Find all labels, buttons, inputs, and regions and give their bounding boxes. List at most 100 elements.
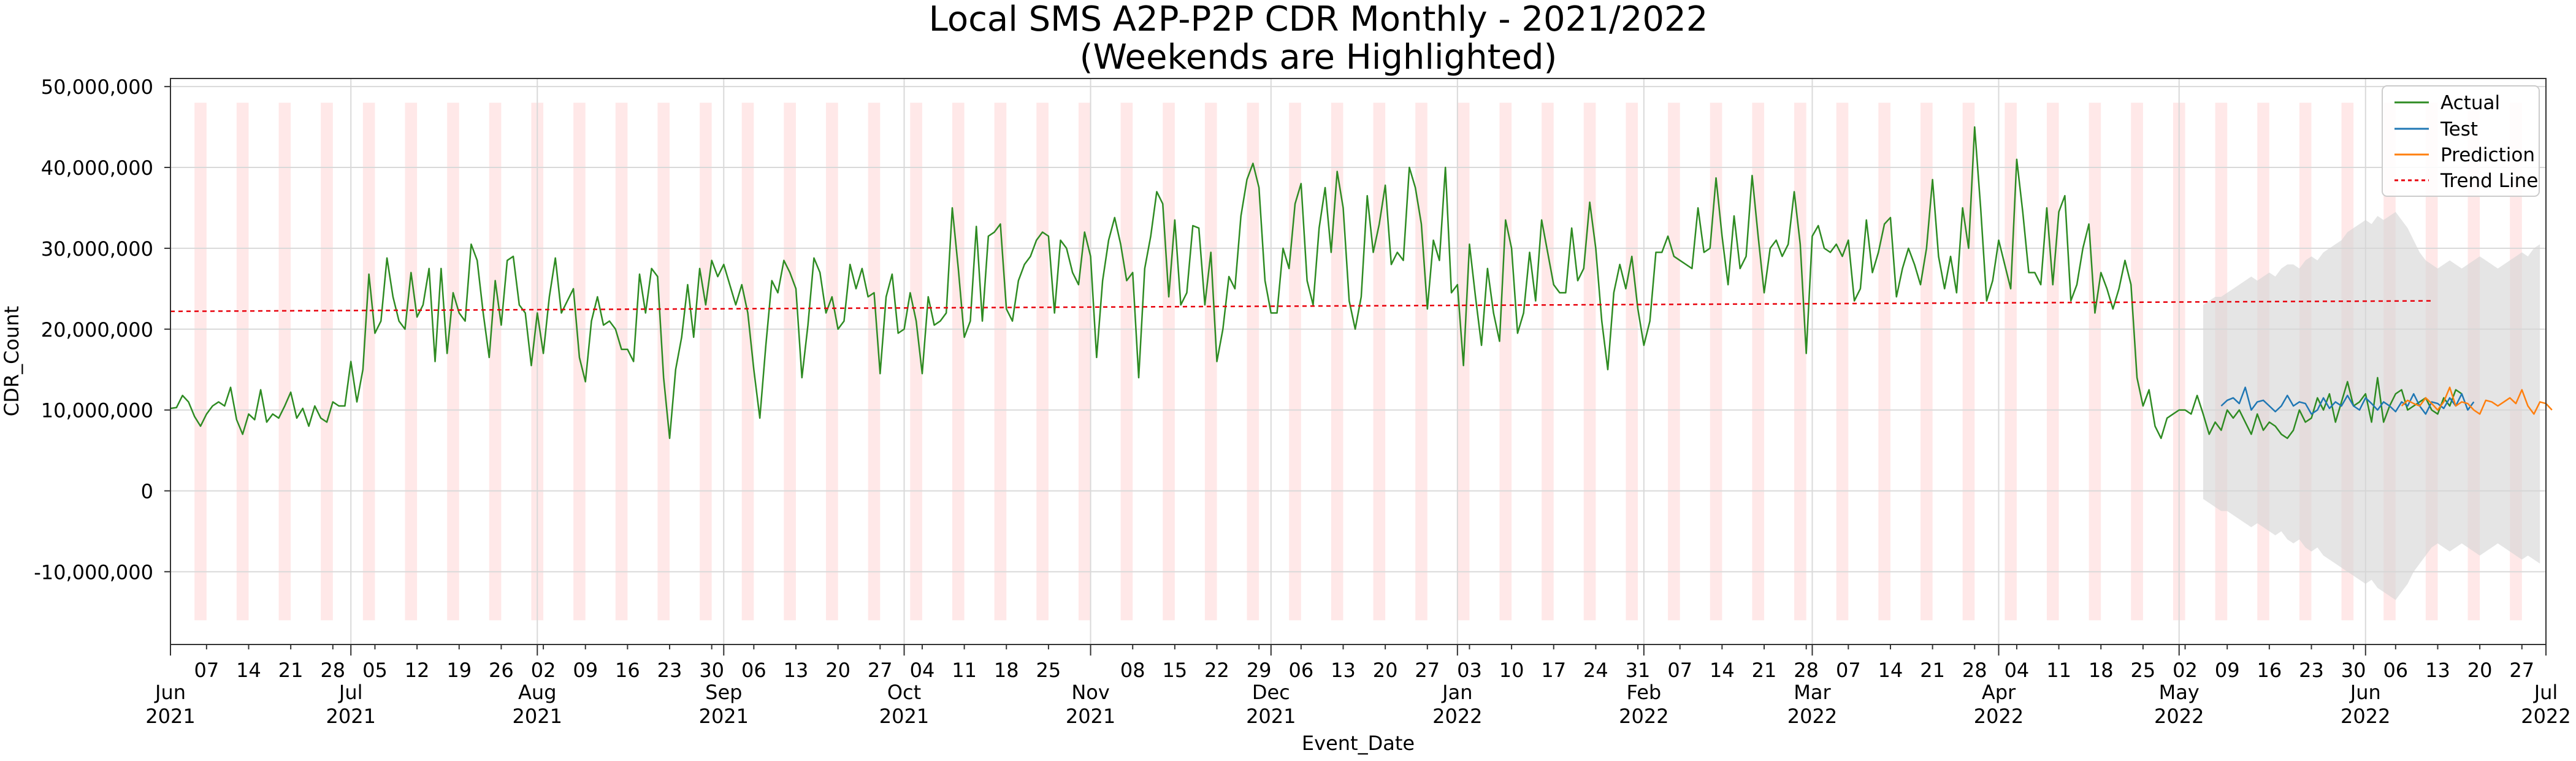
weekend-band: [1583, 102, 1596, 621]
x-day-label: 14: [236, 659, 261, 682]
legend-label-prediction: Prediction: [2440, 144, 2535, 166]
weekend-band: [741, 102, 754, 621]
x-day-label: 21: [1920, 659, 1945, 682]
x-year-label: 2022: [2521, 705, 2570, 728]
x-month-label: Oct: [887, 681, 921, 704]
weekend-band: [2131, 102, 2143, 621]
x-month-label: Mar: [1794, 681, 1831, 704]
weekend-band: [2005, 102, 2017, 621]
x-year-label: 2021: [699, 705, 749, 728]
y-tick-label: 10,000,000: [41, 399, 153, 423]
x-year-label: 2021: [513, 705, 562, 728]
x-day-label: 25: [1036, 659, 1061, 682]
x-month-label: Jan: [1441, 681, 1472, 704]
weekend-band: [405, 102, 418, 621]
x-day-label: 03: [1457, 659, 1482, 682]
x-day-label: 30: [699, 659, 724, 682]
x-month-label: Feb: [1627, 681, 1662, 704]
x-day-label: 15: [1163, 659, 1188, 682]
weekend-band: [2046, 102, 2059, 621]
x-month-label: Sep: [705, 681, 742, 704]
x-day-label: 31: [1626, 659, 1651, 682]
weekend-highlights: [194, 102, 2522, 621]
weekend-band: [362, 102, 375, 621]
weekend-band: [1962, 102, 1975, 621]
x-day-label: 13: [2425, 659, 2450, 682]
x-day-label: 29: [1247, 659, 1272, 682]
weekend-band: [826, 102, 838, 621]
x-day-label: 16: [615, 659, 640, 682]
x-axis-ticks: 07 14 21 28 05 12 19 26 02 09 16 23 30 06 13 20 27 04 11 18…: [145, 644, 2571, 728]
weekend-band: [1752, 102, 1765, 621]
x-month-label: Jul: [2533, 681, 2558, 704]
x-axis-label: Event_Date: [1302, 732, 1415, 755]
x-month-label: Jul: [338, 681, 363, 704]
weekend-band: [321, 102, 333, 621]
x-month-label: Jun: [154, 681, 186, 704]
chart-title-line1: Local SMS A2P-P2P CDR Monthly - 2021/202…: [929, 0, 1708, 39]
y-axis-label: CDR_Count: [0, 306, 23, 416]
x-day-label: 30: [2341, 659, 2366, 682]
x-day-label: 20: [2467, 659, 2493, 682]
weekend-band: [489, 102, 502, 621]
legend-box: [2382, 85, 2540, 197]
grid: [170, 78, 2547, 644]
weekend-band: [278, 102, 291, 621]
x-year-label: 2021: [326, 705, 376, 728]
weekend-band: [784, 102, 796, 621]
confidence-band-area: [2203, 212, 2540, 600]
weekend-band: [236, 102, 249, 621]
x-month-label: Nov: [1071, 681, 1109, 704]
x-day-label: 26: [489, 659, 514, 682]
x-day-label: 11: [2046, 659, 2071, 682]
x-year-label: 2022: [1787, 705, 1837, 728]
y-axis-ticks: 50,000,000 40,000,000 30,000,000 20,000,000…: [34, 75, 170, 584]
weekend-band: [1794, 102, 1806, 621]
x-day-label: 25: [2131, 659, 2156, 682]
x-year-label: 2022: [1432, 705, 1482, 728]
weekend-band: [1373, 102, 1386, 621]
x-day-label: 07: [194, 659, 219, 682]
chart-title-line2: (Weekends are Highlighted): [1080, 37, 1557, 77]
plot-frame: [170, 78, 2547, 645]
x-day-label: 07: [1836, 659, 1861, 682]
weekend-band: [447, 102, 459, 621]
x-day-label: 02: [531, 659, 556, 682]
x-day-label: 08: [1120, 659, 1145, 682]
x-day-label: 07: [1667, 659, 1692, 682]
weekend-band: [573, 102, 586, 621]
y-tick-label: 0: [141, 480, 153, 503]
series-line-trend-line: [170, 300, 2432, 312]
weekend-band: [1163, 102, 1175, 621]
weekend-band: [994, 102, 1007, 621]
x-day-label: 14: [1710, 659, 1735, 682]
x-day-label: 06: [2383, 659, 2408, 682]
weekend-band: [1836, 102, 1849, 621]
x-day-label: 28: [1962, 659, 1987, 682]
x-year-label: 2022: [1619, 705, 1668, 728]
x-day-label: 18: [994, 659, 1019, 682]
x-day-label: 06: [741, 659, 766, 682]
x-year-label: 2021: [1246, 705, 1296, 728]
x-day-label: 17: [1541, 659, 1566, 682]
weekend-band: [2089, 102, 2101, 621]
x-day-label: 09: [573, 659, 598, 682]
x-month-label: May: [2159, 681, 2200, 704]
x-day-label: 20: [1373, 659, 1398, 682]
weekend-band: [1415, 102, 1428, 621]
weekend-band: [952, 102, 965, 621]
x-day-label: 13: [1331, 659, 1356, 682]
x-day-label: 21: [278, 659, 304, 682]
x-day-label: 14: [1878, 659, 1903, 682]
series-line-actual: [170, 126, 2463, 440]
weekend-band: [1289, 102, 1301, 621]
x-month-label: Dec: [1252, 681, 1290, 704]
weekend-band: [700, 102, 712, 621]
x-day-label: 04: [2005, 659, 2030, 682]
x-year-label: 2022: [1974, 705, 2024, 728]
x-day-label: 16: [2257, 659, 2282, 682]
weekend-band: [1078, 102, 1091, 621]
x-day-label: 06: [1288, 659, 1313, 682]
x-month-label: Aug: [518, 681, 556, 704]
x-day-label: 11: [952, 659, 977, 682]
